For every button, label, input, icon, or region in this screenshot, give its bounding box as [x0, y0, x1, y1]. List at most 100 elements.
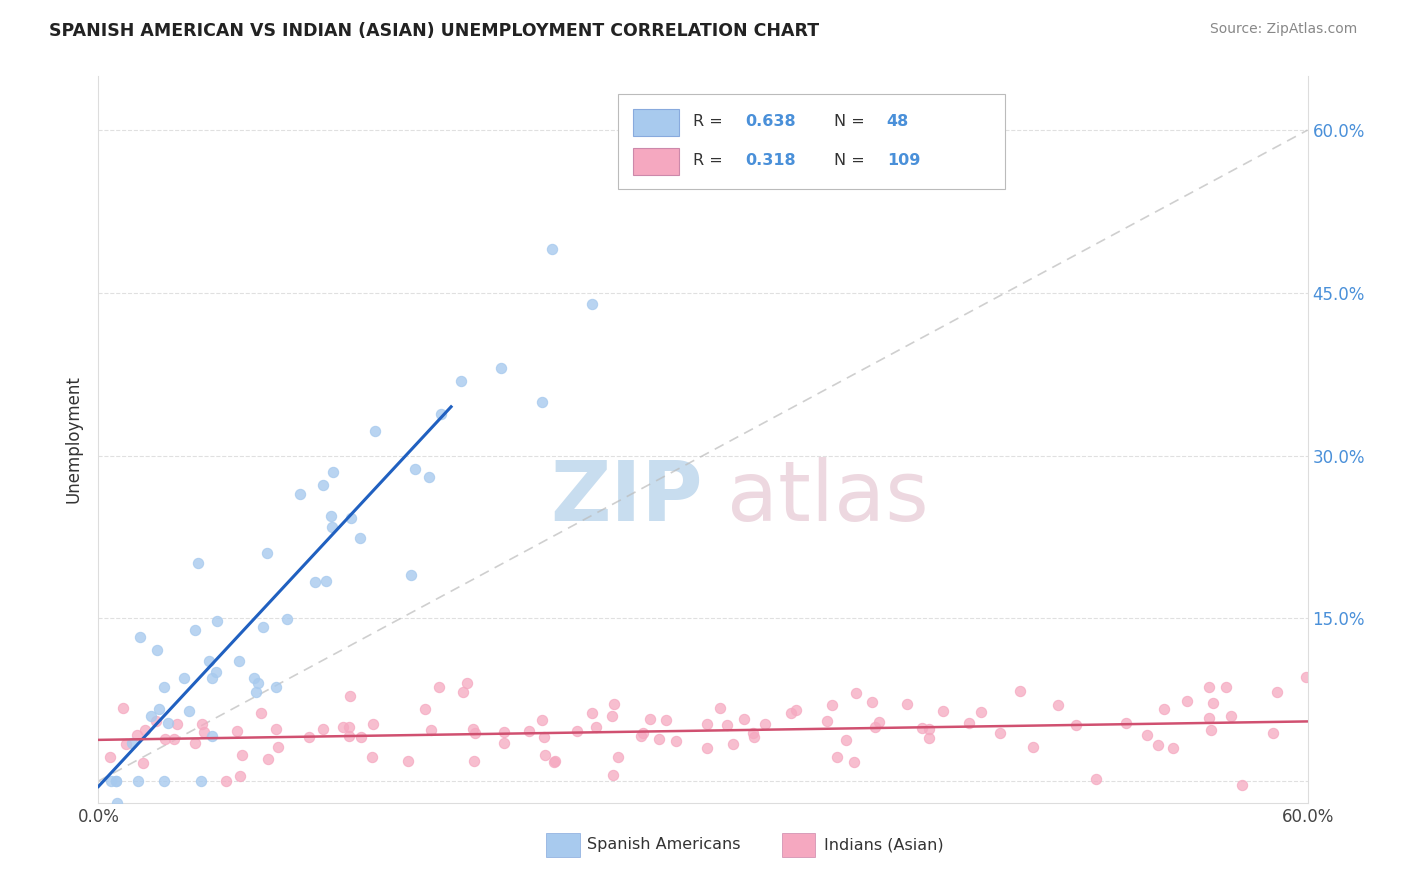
Point — [860, 695, 883, 709]
Point — [827, 750, 849, 764]
Text: 109: 109 — [887, 153, 920, 169]
Point — [565, 724, 588, 739]
Point — [139, 708, 162, 723]
Point — [404, 462, 426, 476]
Point — [709, 701, 731, 715]
Point — [835, 732, 858, 747]
Point — [543, 755, 565, 769]
Point — [166, 716, 188, 731]
Point — [630, 729, 652, 743]
Point — [332, 720, 354, 734]
Text: 0.318: 0.318 — [745, 153, 796, 169]
Point — [1115, 716, 1137, 731]
Point — [157, 716, 180, 731]
Point — [868, 715, 890, 730]
Point — [842, 755, 865, 769]
Point — [754, 716, 776, 731]
Point — [256, 752, 278, 766]
Point — [322, 465, 344, 479]
Point — [190, 774, 212, 789]
Text: 0.638: 0.638 — [745, 114, 796, 129]
Point — [153, 680, 176, 694]
Point — [231, 747, 253, 762]
Point — [655, 714, 678, 728]
Point — [988, 726, 1011, 740]
Point — [100, 774, 122, 789]
Point — [1230, 778, 1253, 792]
Text: N =: N = — [834, 114, 869, 129]
Point — [350, 730, 373, 744]
Point — [844, 686, 866, 700]
Point — [339, 689, 361, 703]
Point — [418, 469, 440, 483]
Point — [911, 721, 934, 735]
Point — [177, 705, 200, 719]
Point — [337, 730, 360, 744]
Point — [121, 736, 143, 750]
Point — [315, 574, 337, 588]
Point — [780, 706, 803, 721]
Point — [1085, 772, 1108, 787]
Point — [364, 425, 387, 439]
Point — [127, 728, 149, 742]
Point — [1198, 711, 1220, 725]
Point — [399, 567, 422, 582]
Point — [105, 774, 128, 789]
Point — [153, 774, 176, 789]
Point — [427, 680, 450, 694]
Point — [201, 672, 224, 686]
Point — [450, 374, 472, 388]
Point — [321, 520, 343, 534]
Text: Source: ZipAtlas.com: Source: ZipAtlas.com — [1209, 22, 1357, 37]
Point — [633, 726, 655, 740]
Point — [733, 712, 755, 726]
Point — [105, 796, 128, 810]
Point — [430, 407, 453, 421]
Point — [1220, 709, 1243, 723]
FancyBboxPatch shape — [619, 94, 1005, 188]
Point — [198, 654, 221, 668]
Point — [463, 755, 485, 769]
Point — [256, 545, 278, 559]
Point — [602, 698, 624, 712]
Point — [104, 774, 127, 789]
Text: 48: 48 — [887, 114, 910, 129]
Point — [419, 723, 441, 738]
Text: atlas: atlas — [727, 457, 929, 538]
Point — [191, 717, 214, 731]
Point — [721, 737, 744, 751]
Point — [349, 531, 371, 545]
Point — [492, 724, 515, 739]
Point — [193, 725, 215, 739]
Point — [494, 736, 516, 750]
Point — [785, 702, 807, 716]
Point — [145, 714, 167, 729]
Point — [1064, 718, 1087, 732]
Text: ZIP: ZIP — [551, 457, 703, 538]
Point — [1265, 685, 1288, 699]
Point — [600, 709, 623, 723]
Point — [132, 756, 155, 771]
Point — [148, 702, 170, 716]
Point — [716, 718, 738, 732]
Text: SPANISH AMERICAN VS INDIAN (ASIAN) UNEMPLOYMENT CORRELATION CHART: SPANISH AMERICAN VS INDIAN (ASIAN) UNEMP… — [49, 22, 820, 40]
Bar — [633, 109, 679, 136]
Point — [228, 654, 250, 668]
Point — [696, 716, 718, 731]
Point — [456, 676, 478, 690]
Point — [115, 738, 138, 752]
Point — [533, 731, 555, 745]
Point — [205, 614, 228, 628]
Point — [201, 729, 224, 743]
Point — [229, 769, 252, 783]
Point — [247, 676, 270, 690]
Point — [534, 748, 557, 763]
Point — [205, 665, 228, 680]
Point — [243, 671, 266, 685]
Point — [865, 720, 887, 734]
Point — [1201, 696, 1223, 710]
Point — [264, 722, 287, 736]
Point — [1295, 670, 1317, 684]
Point — [173, 671, 195, 685]
Point — [665, 733, 688, 747]
